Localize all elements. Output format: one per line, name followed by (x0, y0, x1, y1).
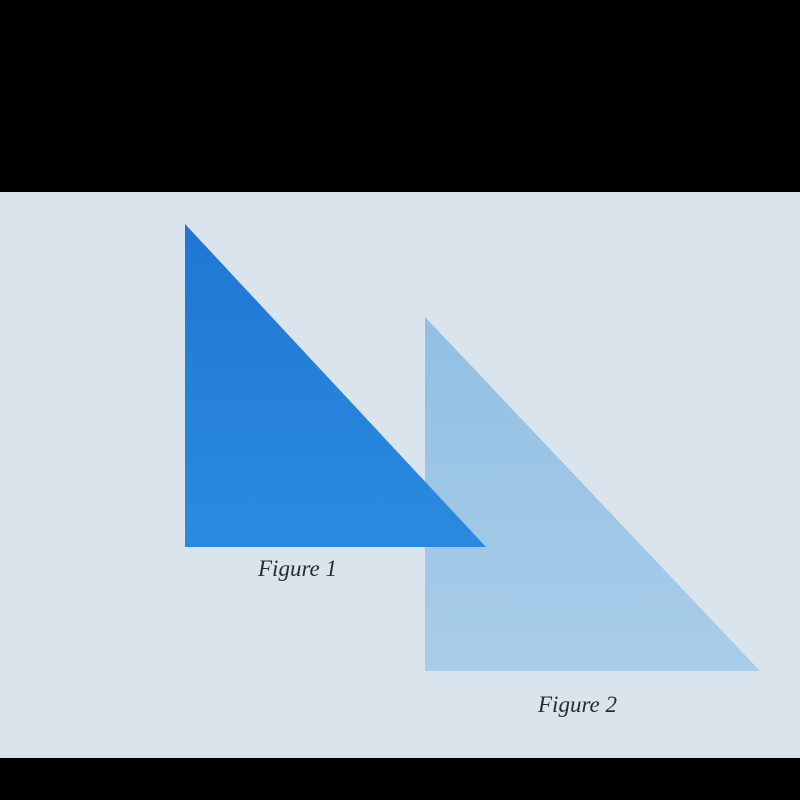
top-black-band (0, 0, 800, 192)
triangle-figure-2 (425, 317, 760, 671)
diagram-canvas: Figure 1 Figure 2 (0, 192, 800, 758)
caption-figure-2: Figure 2 (538, 692, 617, 718)
screenshot-frame: Figure 1 Figure 2 (0, 0, 800, 800)
caption-figure-1: Figure 1 (258, 556, 337, 582)
bottom-black-band (0, 758, 800, 800)
triangles-svg (0, 192, 800, 758)
